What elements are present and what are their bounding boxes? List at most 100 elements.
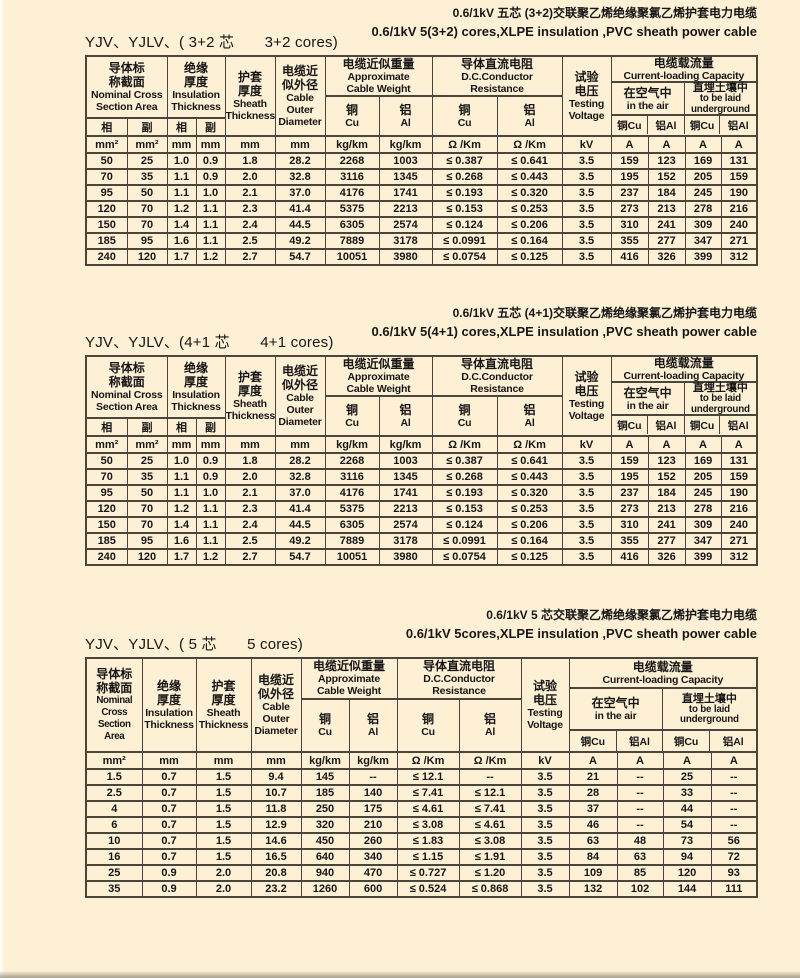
data-cell: 312: [720, 248, 758, 266]
header-insulation-thickness: 绝缘 厚度 Insulation Thickness: [166, 355, 226, 419]
data-cell: 216: [720, 500, 758, 518]
layout: 导体直流电阻: [461, 357, 534, 371]
data-cell: 2.1: [224, 184, 276, 202]
data-cell: 3.5: [561, 532, 612, 550]
data-cell: 70: [126, 200, 168, 218]
data-cell: 63: [568, 832, 618, 850]
table-row: 16 0.7 1.5 16.5 640 340 ≤ 1.15 ≤ 1.91 3.5 84 63 94 7…: [85, 848, 758, 866]
layout: Cable Outer Diameter: [278, 392, 322, 428]
data-cell: 109: [568, 864, 618, 882]
data-cell: 1.2: [195, 548, 226, 566]
header-resistance-cu: 铜 Cu: [431, 95, 498, 137]
data-cell: 0.9: [195, 168, 226, 186]
layout: 试验 电压: [533, 679, 558, 707]
data-cell: 25: [85, 864, 143, 882]
header-cu-air: 铜Cu: [612, 116, 649, 134]
header-current-loading-capacity: 电缆载流量 Current-loading Capacity 在空气中 in the…: [610, 55, 758, 137]
table-row: 50 25 1.0 0.9 1.8 28.2 2268 1003 ≤ 0.387 ≤ 0.641 3…: [85, 452, 758, 470]
unit-cell: Ω /Km: [431, 135, 498, 154]
header-nominal-cross-section: 导体标 称截面 Nominal Cross Section Area: [85, 657, 143, 753]
data-cell: 6: [85, 816, 143, 834]
title-english: 0.6/1kV 5(3+2) cores,XLPE insulation ,PV…: [371, 24, 757, 39]
data-cell: 70: [85, 168, 128, 186]
data-cell: 44.5: [274, 216, 326, 234]
data-cell: ≤ 0.193: [431, 184, 498, 202]
data-cell: 3.5: [561, 184, 612, 202]
data-cell: 195: [610, 468, 649, 486]
data-cell: ≤ 0.443: [496, 468, 563, 486]
data-cell: 3.5: [520, 832, 570, 850]
data-cell: 120: [662, 864, 712, 882]
data-cell: 399: [684, 548, 722, 566]
data-cell: 450: [300, 832, 350, 850]
header-current-loading-capacity: 电缆载流量 Current-loading Capacity 在空气中 in the…: [610, 355, 758, 437]
data-cell: 144: [662, 880, 712, 898]
table-row: 150 70 1.4 1.1 2.4 44.5 6305 2574 ≤ 0.124 ≤ 0.206…: [85, 216, 758, 234]
data-cell: 1345: [378, 168, 433, 186]
data-cell: ≤ 0.124: [431, 216, 498, 234]
data-cell: 241: [647, 216, 686, 234]
data-cell: 1.1: [166, 168, 197, 186]
data-cell: ≤ 0.268: [431, 168, 498, 186]
data-cell: 72: [710, 848, 758, 866]
data-cell: 152: [647, 468, 686, 486]
layout: D.C.Conductor Resistance: [461, 371, 533, 395]
header-resistance-al: 铝 Al: [496, 95, 563, 137]
header-dc-conductor-resistance: 导体直流电阻 D.C.Conductor Resistance: [431, 355, 563, 397]
data-cell: 2.5: [224, 532, 276, 550]
header-underground: 直埋土壤中 to be laid underground: [684, 382, 757, 416]
data-cell: 4: [85, 800, 143, 818]
data-cell: 44.5: [274, 516, 326, 534]
layout: 电缆载流量 Current-loading Capacity 在空气中 in the…: [612, 358, 757, 434]
data-cell: 1.2: [166, 500, 197, 518]
layout: Cu: [457, 417, 472, 429]
table-row: 25 0.9 2.0 20.8 940 470 ≤ 0.727 ≤ 1.20 3.5 109 85 1…: [85, 864, 758, 882]
header-cu-underground: 铜Cu: [685, 116, 721, 134]
unit-cell: A: [616, 751, 664, 770]
data-cell: ≤ 0.641: [496, 152, 563, 170]
data-cell: ≤ 0.868: [458, 880, 522, 898]
header-aux: 副: [195, 117, 226, 137]
data-cell: 1.8: [224, 452, 276, 470]
data-cell: 95: [126, 232, 168, 250]
header-load-title: 电缆载流量 Current-loading Capacity: [612, 358, 757, 383]
section-4plus1-cores: YJV、YJLV、(4+1 芯 4+1 cores) 0.6/1kV 五芯 (4…: [85, 304, 759, 566]
data-cell: 1.5: [195, 848, 252, 866]
data-cell: 120: [85, 200, 128, 218]
data-cell: 3178: [378, 532, 433, 550]
unit-cell: mm: [224, 435, 276, 454]
layout: to be laid underground: [691, 93, 750, 115]
layout: 电缆载流量: [632, 660, 693, 674]
layout: Al: [400, 117, 411, 129]
data-cell: 309: [684, 216, 722, 234]
layout: 护套 厚度: [211, 679, 236, 707]
data-cell: 35: [126, 468, 168, 486]
header-load-title: 电缆载流量 Current-loading Capacity: [612, 58, 757, 83]
layout: 直埋土壤中: [692, 382, 748, 394]
data-cell: ≤ 0.0754: [431, 548, 498, 566]
layout: 相 副 相 副: [85, 417, 757, 437]
header-aux: 副: [126, 417, 168, 437]
data-cell: 1.0: [195, 484, 226, 502]
data-cell: 2574: [378, 216, 433, 234]
data-cell: 7889: [324, 532, 380, 550]
data-cell: --: [616, 784, 664, 802]
layout: 电缆近 似外径: [257, 673, 294, 701]
layout: Nominal Cross Section Area: [91, 389, 163, 413]
layout: Current-loading Capacity: [623, 370, 745, 382]
data-cell: 4176: [324, 484, 380, 502]
header-dc-conductor-resistance: 导体直流电阻 D.C.Conductor Resistance: [396, 657, 522, 700]
data-cell: 150: [85, 216, 128, 234]
unit-cell: Ω /Km: [458, 751, 522, 770]
layout: Insulation Thickness: [171, 389, 221, 413]
layout: Sheath Thickness: [225, 398, 275, 422]
table-row: 1.5 0.7 1.5 9.4 145 -- ≤ 12.1 -- 3.5 21 -- 25 --: [85, 768, 758, 786]
layout: 相 副 相 副: [85, 117, 757, 137]
data-cell: ≤ 3.08: [458, 832, 522, 850]
layout: 绝缘 厚度: [183, 61, 208, 89]
unit-cell: A: [720, 135, 758, 154]
data-cell: 273: [610, 500, 649, 518]
unit-cell: mm²: [126, 135, 168, 154]
data-cell: 11.8: [250, 800, 302, 818]
data-cell: 2213: [378, 500, 433, 518]
